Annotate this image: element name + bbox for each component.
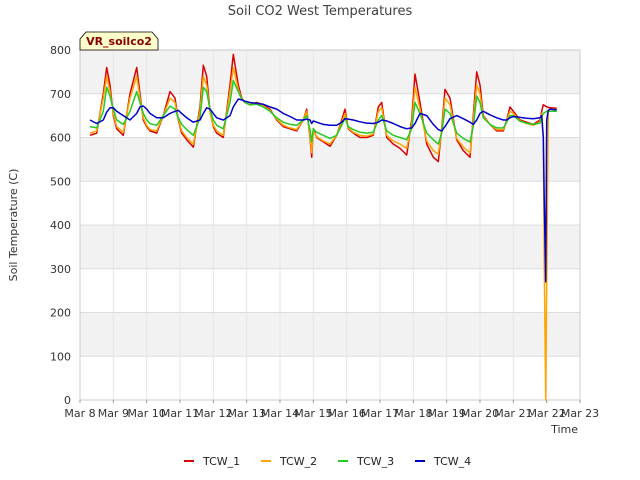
x-tick-label: Mar 16 (328, 407, 366, 420)
plot-band (80, 50, 580, 94)
site-badge: VR_soilco2 (79, 31, 159, 51)
x-tick-label: Mar 15 (294, 407, 332, 420)
x-tick-label: Mar 8 (64, 407, 95, 420)
y-tick-label: 0 (64, 394, 71, 407)
plot-frame (79, 49, 581, 401)
y-tick-label: 100 (50, 350, 71, 363)
y-tick-label: 200 (50, 307, 71, 320)
x-tick-label: Mar 11 (161, 407, 199, 420)
plot-background-bands (80, 50, 580, 400)
legend: TCW_1 TCW_2 TCW_3 TCW_4 (184, 455, 471, 468)
x-tick-label: Mar 18 (394, 407, 432, 420)
x-tick-label: Mar 13 (228, 407, 266, 420)
x-tick-label: Mar 14 (261, 407, 299, 420)
x-tick-label: Mar 19 (428, 407, 466, 420)
legend-label: TCW_4 (433, 455, 471, 468)
x-tick-label: Mar 22 (528, 407, 566, 420)
y-tick-label: 600 (50, 132, 71, 145)
y-axis-label: Soil Temperature (C) (7, 169, 20, 282)
site-badge-label: VR_soilco2 (86, 35, 152, 48)
legend-label: TCW_2 (279, 455, 317, 468)
series-line-tcw_2 (89, 66, 557, 401)
x-tick-label: Mar 23 (561, 407, 599, 420)
plot-band (80, 312, 580, 357)
y-tick-label: 800 (50, 44, 71, 57)
plot-band (80, 268, 580, 313)
plot-band (80, 356, 580, 400)
x-tick-label: Mar 21 (494, 407, 532, 420)
legend-label: TCW_3 (356, 455, 394, 468)
y-tick-label: 500 (50, 175, 71, 188)
y-tick-label: 400 (50, 219, 71, 232)
series-line-tcw_4 (89, 98, 557, 283)
plot-band (80, 181, 580, 225)
y-axis-ticks: 0 100 200 300 400 500 600 700 800 (50, 44, 71, 407)
y-tick-label: 700 (50, 88, 71, 101)
legend-label: TCW_1 (202, 455, 240, 468)
series-line-tcw_3 (89, 79, 557, 145)
x-tick-label: Mar 12 (194, 407, 232, 420)
x-tick-label: Mar 9 (98, 407, 129, 420)
x-tick-label: Mar 17 (361, 407, 399, 420)
x-tick-label: Mar 10 (128, 407, 166, 420)
x-tick-label: Mar 20 (461, 407, 499, 420)
x-axis-label: Time (550, 423, 578, 436)
plot-band (80, 225, 580, 269)
chart-title: Soil CO2 West Temperatures (228, 4, 413, 19)
y-tick-label: 300 (50, 263, 71, 276)
series-lines (89, 53, 557, 401)
